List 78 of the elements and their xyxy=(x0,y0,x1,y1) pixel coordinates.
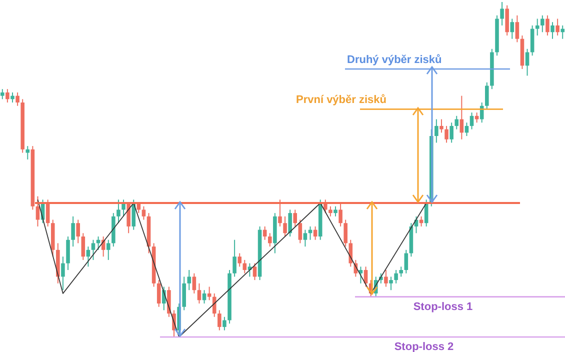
candlestick xyxy=(394,270,398,284)
candlestick xyxy=(81,232,86,260)
candlestick xyxy=(556,18,560,36)
candlestick xyxy=(106,239,110,260)
candlestick xyxy=(218,310,222,331)
candlestick xyxy=(510,18,514,40)
candlestick xyxy=(535,18,540,36)
candlestick xyxy=(36,196,40,227)
candlestick xyxy=(132,199,136,230)
candlestick xyxy=(470,112,474,130)
candlestick xyxy=(26,146,30,160)
ref-line-label: Stop-loss 2 xyxy=(394,341,454,352)
candlestick xyxy=(450,122,454,144)
candlestick xyxy=(298,219,302,244)
candlestick xyxy=(288,209,292,237)
candlestick xyxy=(303,229,308,248)
candlestick xyxy=(328,206,332,217)
candlestick xyxy=(500,2,504,26)
candlestick xyxy=(338,202,342,227)
candlestick xyxy=(10,92,14,103)
ref-line-label: První výběr zisků xyxy=(296,94,386,106)
candlestick xyxy=(61,256,65,291)
candlestick xyxy=(207,286,212,301)
candlestick xyxy=(192,272,196,294)
candlestick xyxy=(238,252,242,268)
ref-line-label: Stop-loss 1 xyxy=(413,300,473,313)
candlestick xyxy=(116,199,120,224)
ref-line-label: Druhý výběr zisků xyxy=(347,54,442,66)
candlestick xyxy=(126,202,130,234)
candlestick xyxy=(283,216,287,237)
candlestick xyxy=(464,122,469,136)
candlestick xyxy=(560,24,564,40)
candlestick xyxy=(399,266,403,278)
candlestick xyxy=(202,290,206,304)
candlestick xyxy=(454,115,459,130)
candlestick xyxy=(252,262,257,281)
candlestick xyxy=(434,118,438,144)
candlestick xyxy=(384,270,388,288)
candlestick xyxy=(334,206,338,217)
candlestick xyxy=(16,92,20,106)
candlestick xyxy=(268,232,272,248)
candlestick xyxy=(91,239,96,260)
candlestick xyxy=(389,276,393,291)
candlestick xyxy=(156,280,161,308)
candlestick xyxy=(187,270,192,291)
candlestick xyxy=(212,292,216,318)
candlestick xyxy=(66,236,70,270)
candlestick xyxy=(242,259,247,274)
candlestick xyxy=(222,316,226,331)
candlestick xyxy=(86,246,90,268)
candlestick xyxy=(485,82,489,110)
candlestick xyxy=(182,276,186,311)
candlestick xyxy=(76,219,80,244)
candlestick xyxy=(546,14,550,36)
candlestick xyxy=(262,226,267,240)
candlestick xyxy=(540,14,544,33)
candlestick xyxy=(348,239,353,268)
candlestick xyxy=(505,4,509,36)
candlestick xyxy=(293,209,298,227)
candlestick xyxy=(232,239,236,278)
candlestick xyxy=(142,206,146,220)
candlestick xyxy=(6,88,10,103)
candlestick xyxy=(167,286,171,318)
candlestick xyxy=(525,48,530,76)
candlestick xyxy=(474,112,479,124)
candlestick xyxy=(444,125,448,144)
candlestick xyxy=(344,219,348,248)
candlestick xyxy=(404,249,408,274)
candlestick xyxy=(515,14,520,43)
candlestick xyxy=(550,22,554,40)
candlestick xyxy=(313,226,318,240)
candlestick xyxy=(71,216,75,248)
candlestick xyxy=(460,95,464,140)
candlestick xyxy=(278,199,282,227)
candlestick xyxy=(440,118,444,134)
candlestick xyxy=(0,88,4,100)
candlestick xyxy=(197,282,202,304)
candlestick xyxy=(530,24,534,56)
